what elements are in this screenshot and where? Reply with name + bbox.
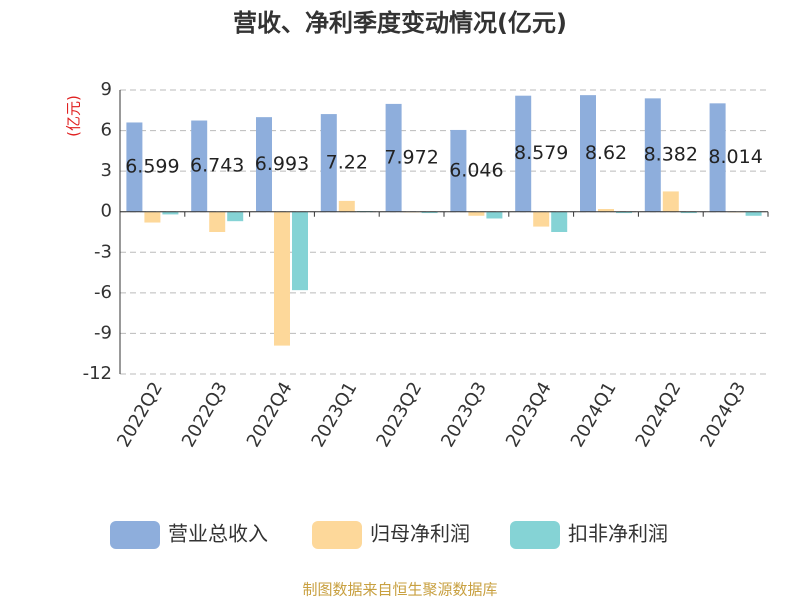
- bar: [126, 122, 143, 212]
- data-label: 7.972: [384, 146, 438, 168]
- data-label: 8.62: [585, 142, 627, 164]
- x-tick-label: 2022Q4: [243, 379, 297, 451]
- bar: [292, 211, 308, 291]
- bar: [533, 211, 550, 227]
- bar: [450, 129, 467, 212]
- bar: [320, 114, 337, 212]
- bar: [144, 211, 161, 223]
- bar: [256, 117, 272, 212]
- x-tick-label: 2023Q4: [502, 379, 556, 451]
- legend-label: 营业总收入: [168, 522, 268, 546]
- bar: [468, 211, 485, 216]
- bar: [191, 120, 208, 212]
- legend-label: 扣非净利润: [568, 522, 668, 546]
- source-note: 制图数据来自恒生聚源数据库: [302, 581, 497, 599]
- x-tick-label: 2024Q3: [696, 379, 750, 451]
- data-label: 8.014: [708, 146, 762, 168]
- y-tick-label: -3: [94, 241, 112, 262]
- bar: [162, 211, 179, 215]
- y-tick-label: 3: [101, 160, 112, 181]
- bar: [598, 209, 614, 212]
- y-axis-label: (亿元): [65, 95, 83, 137]
- data-label: 8.579: [514, 142, 568, 164]
- legend-swatch: [110, 521, 160, 549]
- y-tick-label: 9: [101, 79, 112, 100]
- y-tick-label: -12: [83, 363, 112, 384]
- bar: [662, 191, 679, 212]
- data-label: 6.046: [449, 159, 503, 181]
- bar: [385, 103, 402, 212]
- data-label: 7.22: [326, 151, 368, 173]
- bar: [227, 211, 244, 222]
- data-label: 6.599: [125, 156, 179, 178]
- legend-swatch: [312, 521, 362, 549]
- bar: [209, 211, 226, 232]
- x-tick-label: 2023Q3: [437, 379, 491, 451]
- x-tick-label: 2024Q2: [632, 379, 686, 451]
- x-tick-label: 2022Q3: [178, 379, 232, 451]
- legend-label: 归母净利润: [370, 522, 470, 546]
- chart-title: 营收、净利季度变动情况(亿元): [233, 9, 567, 37]
- y-tick-label: -9: [94, 322, 112, 343]
- x-tick-label: 2024Q1: [567, 379, 621, 451]
- bar: [580, 95, 596, 212]
- bar: [515, 95, 532, 212]
- bar: [551, 211, 568, 232]
- bar: [616, 211, 632, 214]
- bar: [421, 211, 438, 214]
- bar: [709, 103, 726, 212]
- y-tick-label: 6: [101, 120, 112, 141]
- data-label: 6.993: [255, 153, 309, 175]
- x-tick-label: 2023Q1: [308, 379, 362, 451]
- x-tick-label: 2023Q2: [372, 379, 426, 451]
- y-tick-label: -6: [94, 282, 112, 303]
- data-label: 8.382: [644, 144, 698, 166]
- legend-swatch: [510, 521, 560, 549]
- bar: [274, 211, 290, 346]
- x-tick-label: 2022Q2: [113, 379, 167, 451]
- bar: [644, 98, 661, 212]
- bar: [486, 211, 503, 219]
- y-tick-label: 0: [101, 201, 112, 222]
- data-label: 6.743: [190, 155, 244, 177]
- bar: [680, 211, 697, 214]
- bar: [338, 200, 355, 212]
- bar: [745, 211, 762, 216]
